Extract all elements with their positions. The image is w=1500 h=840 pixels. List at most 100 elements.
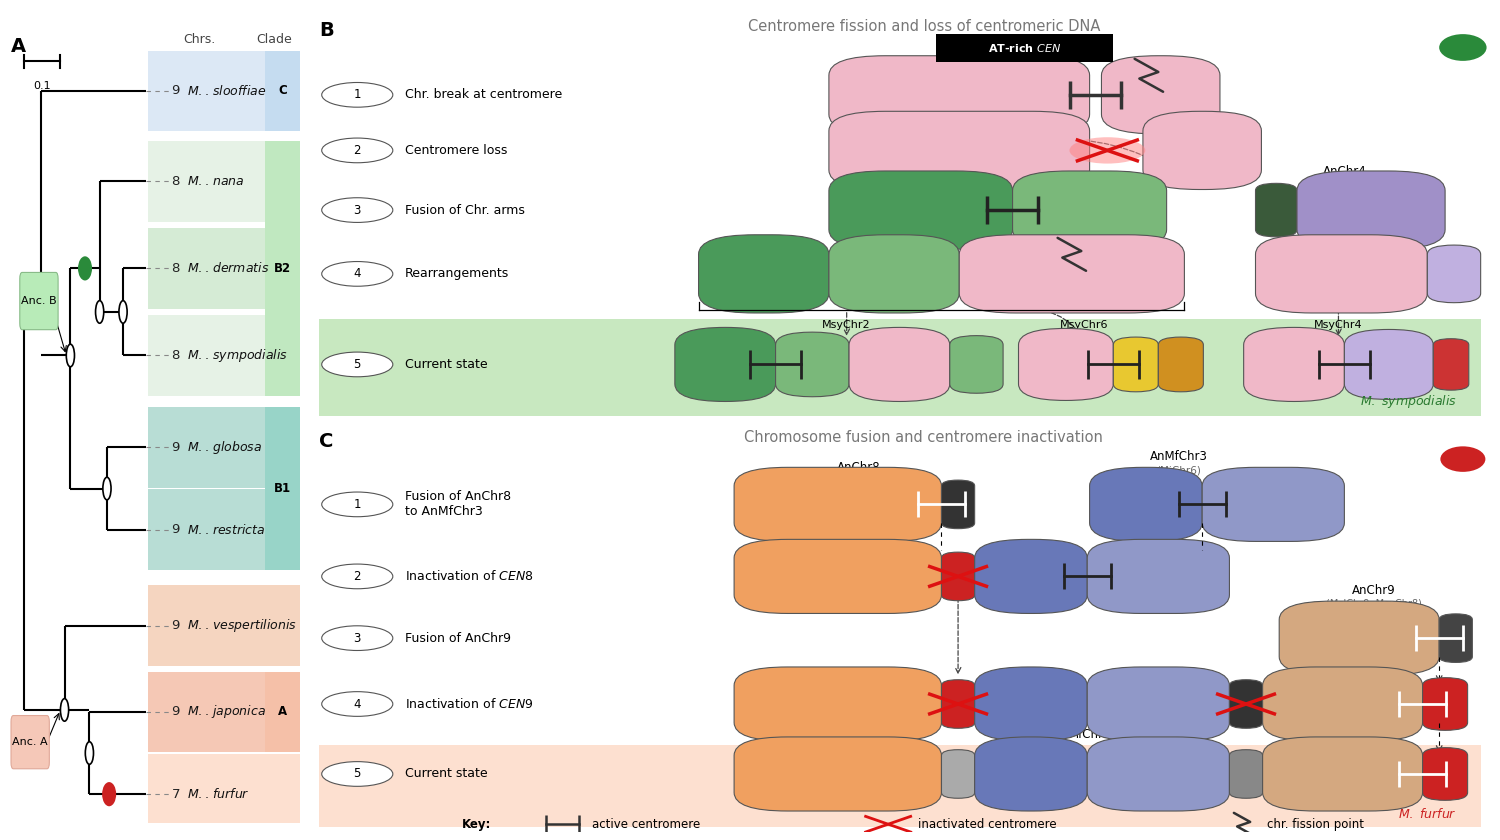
FancyBboxPatch shape: [1088, 737, 1230, 811]
Bar: [148, 407, 300, 488]
Text: 2: 2: [354, 570, 362, 583]
FancyBboxPatch shape: [699, 234, 830, 313]
FancyBboxPatch shape: [1101, 55, 1220, 134]
Circle shape: [96, 301, 104, 323]
Circle shape: [321, 691, 393, 717]
FancyBboxPatch shape: [942, 749, 975, 798]
Circle shape: [321, 197, 393, 223]
Text: (MslChr8, MsyChr7, MjChr9): (MslChr8, MsyChr7, MjChr9): [778, 543, 915, 554]
FancyBboxPatch shape: [1422, 748, 1467, 801]
Text: AT-rich $\it{CEN}$: AT-rich $\it{CEN}$: [988, 42, 1060, 54]
Text: 9: 9: [171, 85, 180, 97]
FancyBboxPatch shape: [849, 328, 950, 402]
Circle shape: [321, 82, 393, 108]
FancyBboxPatch shape: [975, 737, 1088, 811]
FancyBboxPatch shape: [1344, 329, 1434, 399]
FancyBboxPatch shape: [1230, 680, 1263, 728]
Text: 7: 7: [171, 788, 180, 801]
Circle shape: [321, 138, 393, 163]
Text: chr. fission point: chr. fission point: [1268, 817, 1365, 831]
FancyBboxPatch shape: [1280, 601, 1438, 675]
FancyBboxPatch shape: [830, 171, 1013, 249]
FancyBboxPatch shape: [1256, 183, 1298, 237]
Bar: [148, 672, 300, 753]
FancyBboxPatch shape: [975, 667, 1088, 741]
Circle shape: [104, 477, 111, 500]
Text: 2: 2: [354, 144, 362, 157]
Text: MsyChr4: MsyChr4: [1314, 321, 1364, 330]
Circle shape: [66, 344, 75, 367]
FancyBboxPatch shape: [950, 336, 1004, 393]
Text: Anc. A: Anc. A: [12, 738, 48, 747]
Text: 8: 8: [171, 175, 180, 188]
FancyBboxPatch shape: [975, 539, 1088, 613]
Text: C: C: [278, 85, 286, 97]
FancyBboxPatch shape: [1422, 678, 1467, 730]
Text: A: A: [10, 37, 26, 56]
Text: $\it{M.}$. $\it{japonica}$: $\it{M.}$. $\it{japonica}$: [188, 703, 267, 721]
Text: Fusion of Chr. arms: Fusion of Chr. arms: [405, 203, 525, 217]
Text: Fusion of AnChr8
to AnMfChr3: Fusion of AnChr8 to AnMfChr3: [405, 491, 512, 518]
Circle shape: [38, 299, 45, 322]
Text: 3: 3: [354, 203, 362, 217]
Text: $\it{M.}$. $\it{slooffiae}$: $\it{M.}$. $\it{slooffiae}$: [188, 84, 267, 98]
Circle shape: [321, 762, 393, 786]
FancyBboxPatch shape: [1088, 667, 1230, 741]
FancyBboxPatch shape: [942, 552, 975, 601]
Text: 8: 8: [171, 262, 180, 275]
FancyBboxPatch shape: [1143, 111, 1262, 190]
Text: $\it{M.}$. $\it{dermatis}$: $\it{M.}$. $\it{dermatis}$: [188, 261, 270, 276]
Circle shape: [86, 742, 93, 764]
Text: Current state: Current state: [405, 768, 488, 780]
FancyBboxPatch shape: [776, 332, 849, 396]
FancyBboxPatch shape: [675, 328, 776, 402]
Text: Centromere loss: Centromere loss: [405, 144, 507, 157]
Text: AnChr4: AnChr4: [1323, 165, 1366, 178]
FancyBboxPatch shape: [1202, 467, 1344, 542]
Text: 5: 5: [354, 768, 362, 780]
Bar: [148, 228, 300, 309]
Text: AnMfChr3: AnMfChr3: [1149, 450, 1208, 463]
Text: Inactivation of $\it{CEN9}$: Inactivation of $\it{CEN9}$: [405, 697, 532, 711]
Text: Chr. break at centromere: Chr. break at centromere: [405, 88, 562, 102]
Text: 3: 3: [354, 632, 362, 644]
FancyBboxPatch shape: [942, 680, 975, 728]
Text: 1: 1: [354, 88, 362, 102]
Text: (MjChr6): (MjChr6): [1156, 465, 1202, 475]
FancyBboxPatch shape: [1298, 171, 1444, 249]
Circle shape: [118, 301, 128, 323]
FancyBboxPatch shape: [1230, 749, 1263, 798]
Text: $\it{M.}$ $\it{sympodialis}$: $\it{M.}$ $\it{sympodialis}$: [1360, 393, 1456, 410]
Text: 9: 9: [171, 441, 180, 454]
FancyBboxPatch shape: [734, 467, 942, 542]
Bar: [148, 315, 300, 396]
Circle shape: [60, 699, 69, 722]
Bar: [148, 753, 300, 834]
FancyBboxPatch shape: [830, 111, 1089, 190]
Text: $\it{M.}$. $\it{sympodialis}$: $\it{M.}$. $\it{sympodialis}$: [188, 347, 288, 364]
Text: (MslChr9, MsyChr8): (MslChr9, MsyChr8): [1326, 599, 1422, 609]
FancyBboxPatch shape: [1013, 171, 1167, 249]
Text: AnChr2: AnChr2: [996, 44, 1041, 57]
Text: 1: 1: [354, 498, 362, 511]
Bar: [266, 407, 300, 570]
Text: Inactivation of $\it{CEN8}$: Inactivation of $\it{CEN8}$: [405, 570, 534, 584]
Text: AnChr9: AnChr9: [1352, 584, 1396, 597]
Ellipse shape: [78, 256, 92, 281]
Bar: [320, 745, 1480, 827]
Ellipse shape: [1438, 34, 1486, 60]
Text: 4: 4: [354, 267, 362, 281]
Bar: [266, 141, 300, 396]
FancyBboxPatch shape: [936, 34, 1113, 62]
Text: 9: 9: [171, 619, 180, 633]
Text: Centromere fission and loss of centromeric DNA: Centromere fission and loss of centromer…: [747, 18, 1100, 34]
Bar: [148, 50, 300, 131]
FancyBboxPatch shape: [1158, 337, 1203, 391]
Text: Anc. B: Anc. B: [21, 297, 57, 307]
Circle shape: [1070, 137, 1146, 164]
Text: B1: B1: [274, 482, 291, 495]
Text: 9: 9: [171, 706, 180, 718]
FancyBboxPatch shape: [734, 737, 942, 811]
Bar: [320, 319, 1480, 416]
Text: Clade: Clade: [256, 33, 291, 46]
